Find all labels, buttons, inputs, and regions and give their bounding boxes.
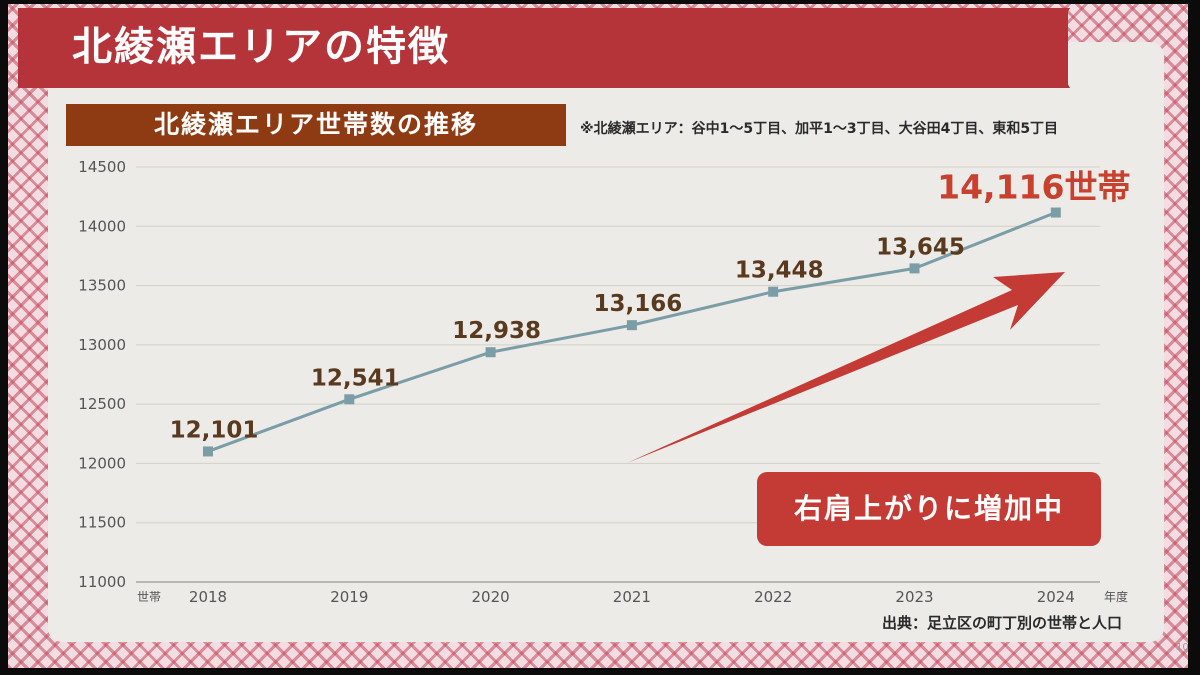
trend-callout: 右肩上がりに増加中 — [757, 472, 1101, 546]
y-tick-label: 12500 — [78, 395, 126, 413]
data-label: 13,645 — [876, 234, 965, 260]
x-tick-label: 2019 — [330, 588, 368, 606]
y-tick-label: 12000 — [78, 454, 126, 472]
y-axis-unit-label: 世帯 — [137, 590, 161, 604]
data-label: 12,938 — [452, 318, 541, 344]
title-banner — [18, 8, 1068, 88]
chart-title: 北綾瀬エリア世帯数の推移 — [66, 104, 566, 146]
title-banner-notch — [1048, 8, 1070, 88]
area-note: ※北綾瀬エリア：谷中1〜5丁目、加平1〜3丁目、大谷田4丁目、東和5丁目 — [580, 121, 1059, 137]
x-tick-label: 2024 — [1037, 588, 1075, 606]
page-number: 10 — [1176, 642, 1189, 653]
y-tick-label: 11000 — [78, 573, 126, 591]
x-tick-label: 2023 — [895, 588, 933, 606]
data-label: 13,166 — [594, 291, 683, 317]
data-point — [344, 394, 355, 405]
y-tick-label: 14500 — [78, 158, 126, 176]
y-tick-label: 13000 — [78, 336, 126, 354]
y-tick-label: 13500 — [78, 277, 126, 295]
data-label: 12,101 — [170, 417, 259, 443]
data-point — [768, 286, 779, 297]
y-tick-label: 11500 — [78, 514, 126, 532]
data-label: 12,541 — [311, 365, 400, 391]
x-tick-label: 2022 — [754, 588, 792, 606]
source-note: 出典：足立区の町丁別の世帯と人口 — [882, 614, 1123, 632]
data-point — [909, 263, 920, 274]
y-tick-label: 14000 — [78, 217, 126, 235]
trend-arrow — [627, 272, 1065, 463]
page-title: 北綾瀬エリアの特徴 — [72, 24, 450, 70]
data-point — [203, 446, 213, 457]
x-tick-label: 2020 — [472, 588, 510, 606]
x-tick-label: 2021 — [613, 588, 651, 606]
x-axis-unit-label: 年度 — [1104, 589, 1128, 604]
data-label: 13,448 — [735, 258, 824, 284]
data-point — [1050, 207, 1061, 218]
data-point — [485, 347, 496, 358]
data-label: 14,116世帯 — [937, 168, 1130, 207]
data-point — [626, 320, 637, 331]
x-tick-label: 2018 — [189, 588, 227, 606]
